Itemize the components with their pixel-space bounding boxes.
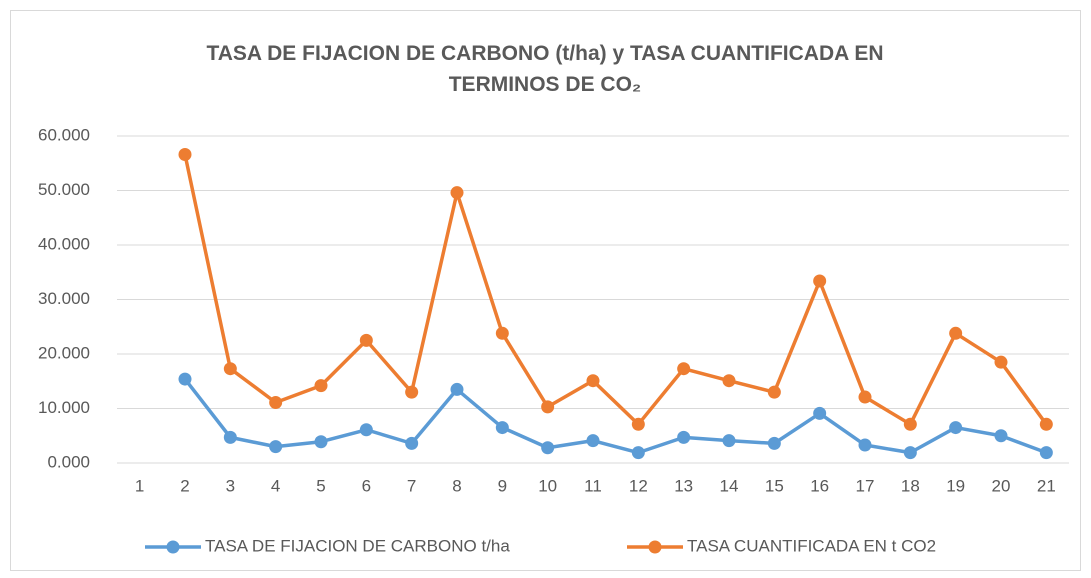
data-point <box>722 374 736 388</box>
x-tick-label: 13 <box>674 476 693 495</box>
x-tick-label: 9 <box>498 476 507 495</box>
data-point <box>450 186 464 200</box>
x-tick-label: 12 <box>629 476 648 495</box>
data-point <box>586 434 600 448</box>
data-point <box>586 374 600 388</box>
y-tick-label: 60.000 <box>38 125 90 144</box>
data-point <box>541 400 555 414</box>
x-tick-label: 1 <box>135 476 144 495</box>
data-point <box>359 333 373 347</box>
data-point <box>677 430 691 444</box>
data-point <box>178 372 192 386</box>
data-point <box>994 429 1008 443</box>
data-point <box>1039 446 1053 460</box>
data-point <box>541 441 555 455</box>
x-tick-label: 18 <box>901 476 920 495</box>
chart-title: TASA DE FIJACION DE CARBONO (t/ha) y TAS… <box>206 42 884 96</box>
data-point <box>949 421 963 435</box>
data-point <box>1039 417 1053 431</box>
data-point <box>495 421 509 435</box>
x-tick-label: 8 <box>452 476 461 495</box>
x-tick-label: 6 <box>362 476 371 495</box>
data-point <box>994 355 1008 369</box>
x-tick-label: 3 <box>226 476 235 495</box>
legend-marker <box>166 540 180 554</box>
data-point <box>359 423 373 437</box>
data-point <box>269 440 283 454</box>
data-point <box>767 385 781 399</box>
x-tick-label: 16 <box>810 476 829 495</box>
y-tick-label: 10.000 <box>38 398 90 417</box>
data-point <box>223 430 237 444</box>
series-line <box>183 377 1047 455</box>
x-tick-label: 7 <box>407 476 416 495</box>
x-tick-label: 11 <box>584 476 602 495</box>
legend-label: TASA DE FIJACION DE CARBONO t/ha <box>205 536 510 555</box>
data-point <box>813 274 827 288</box>
y-tick-label: 0.000 <box>47 452 90 471</box>
data-point <box>405 385 419 399</box>
chart-border <box>10 10 1081 571</box>
data-point <box>903 446 917 460</box>
x-tick-label: 14 <box>720 476 739 495</box>
data-point <box>223 362 237 376</box>
data-point <box>405 436 419 450</box>
data-point <box>314 379 328 393</box>
data-point <box>450 382 464 396</box>
x-tick-label: 4 <box>271 476 280 495</box>
x-tick-label: 17 <box>856 476 875 495</box>
data-point <box>631 446 645 460</box>
x-tick-label: 15 <box>765 476 784 495</box>
data-point <box>631 417 645 431</box>
y-tick-label: 20.000 <box>38 343 90 362</box>
data-point <box>722 434 736 448</box>
x-tick-label: 2 <box>180 476 189 495</box>
data-point <box>495 326 509 340</box>
x-tick-label: 19 <box>946 476 965 495</box>
data-point <box>178 148 192 162</box>
data-point <box>858 438 872 452</box>
data-point <box>314 435 328 449</box>
data-point <box>903 417 917 431</box>
data-point <box>767 436 781 450</box>
data-point <box>949 326 963 340</box>
x-tick-label: 20 <box>992 476 1011 495</box>
series-line <box>183 154 1048 427</box>
x-tick-label: 10 <box>538 476 557 495</box>
y-tick-label: 30.000 <box>38 289 90 308</box>
data-point <box>813 406 827 420</box>
legend-marker <box>648 540 662 554</box>
x-tick-label: 21 <box>1037 476 1056 495</box>
data-point <box>858 390 872 404</box>
x-tick-label: 5 <box>316 476 325 495</box>
y-tick-label: 40.000 <box>38 234 90 253</box>
y-tick-label: 50.000 <box>38 180 90 199</box>
legend-label: TASA CUANTIFICADA EN t CO2 <box>687 536 936 555</box>
data-point <box>677 362 691 376</box>
data-point <box>269 396 283 410</box>
